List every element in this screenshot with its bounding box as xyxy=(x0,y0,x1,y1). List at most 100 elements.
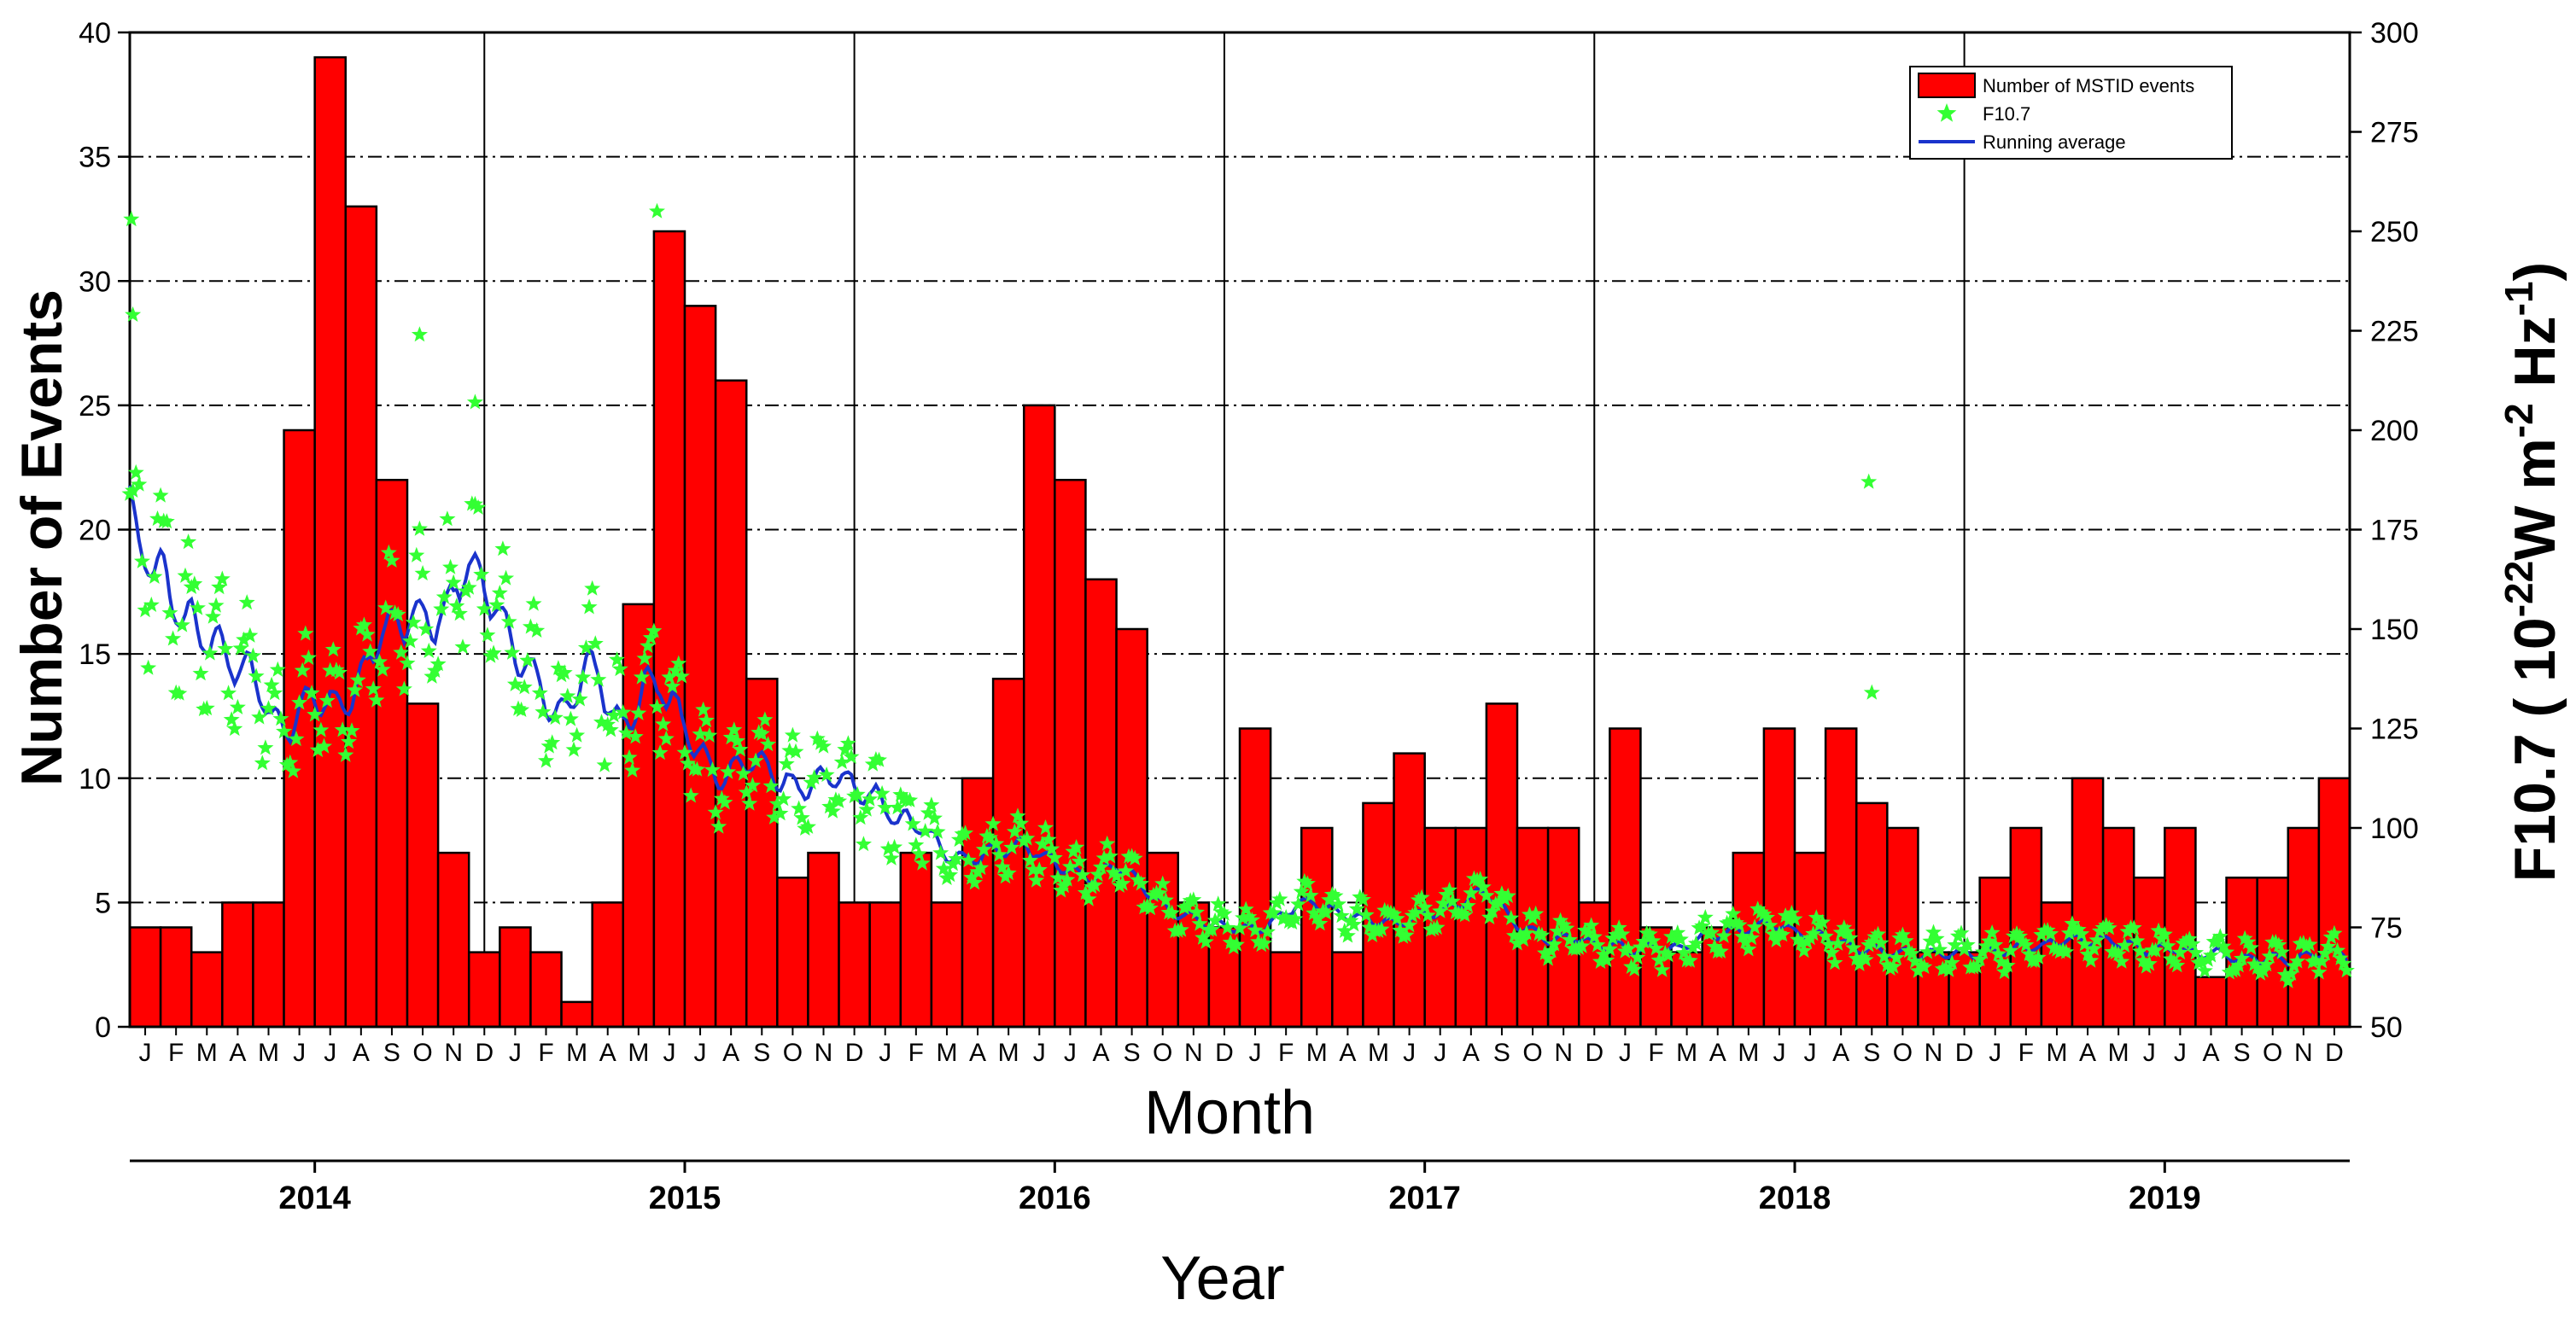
f107-point xyxy=(960,852,977,868)
f107-point xyxy=(1444,893,1461,909)
f107-point xyxy=(1151,884,1168,900)
bar xyxy=(1393,752,1426,1029)
f107-point xyxy=(1434,895,1452,911)
f107-point xyxy=(1046,849,1063,865)
legend-label-mstid: Number of MSTID events xyxy=(1983,75,2194,96)
f107-point xyxy=(1398,927,1415,943)
f107-point xyxy=(1006,823,1023,839)
month-label: F xyxy=(1648,1039,1663,1067)
month-label: S xyxy=(1493,1039,1510,1067)
bar xyxy=(930,901,964,1029)
f107-point xyxy=(1681,952,1698,968)
f107-point xyxy=(460,579,477,595)
bar xyxy=(313,55,348,1029)
f107-point xyxy=(1206,912,1224,928)
f107-point xyxy=(640,638,657,654)
month-label: J xyxy=(1064,1039,1077,1067)
month-label: D xyxy=(1585,1039,1603,1067)
f107-point xyxy=(1780,912,1797,928)
y2-tick-label: 75 xyxy=(2370,912,2403,945)
f107-point xyxy=(617,725,634,741)
f107-point xyxy=(1237,900,1254,917)
month-label: J xyxy=(1989,1039,2001,1067)
f107-point xyxy=(883,849,900,865)
f107-point xyxy=(2163,950,2180,966)
f107-point xyxy=(202,644,219,661)
f107-point xyxy=(984,815,1002,831)
f107-point xyxy=(395,680,412,696)
f107-point xyxy=(726,721,743,737)
f107-point xyxy=(1049,869,1066,885)
f107-point xyxy=(2076,935,2093,952)
month-label: S xyxy=(2234,1039,2251,1067)
month-label: A xyxy=(229,1039,246,1067)
f107-point xyxy=(420,642,437,658)
f107-point xyxy=(910,845,927,861)
f107-point xyxy=(322,662,339,678)
f107-point xyxy=(1311,915,1329,931)
f107-point xyxy=(843,748,860,764)
f107-point xyxy=(1814,913,1831,930)
f107-point xyxy=(1608,926,1625,942)
f107-point xyxy=(284,762,301,778)
f107-point xyxy=(1580,924,1597,941)
f107-point xyxy=(1987,936,2004,953)
f107-point xyxy=(877,799,894,815)
f107-point xyxy=(1854,949,1871,965)
f107-point xyxy=(649,698,665,714)
y-tick-label: 30 xyxy=(79,265,111,298)
f107-point xyxy=(1885,958,1902,974)
f107-point xyxy=(500,613,517,629)
f107-point xyxy=(1222,934,1239,950)
bar xyxy=(961,777,995,1029)
f107-point xyxy=(192,665,209,681)
f107-point xyxy=(1765,925,1782,941)
f107-point xyxy=(1499,887,1516,903)
f107-point xyxy=(1897,932,1914,948)
f107-point xyxy=(1669,924,1686,941)
f107-point xyxy=(1188,904,1205,920)
month-label: J xyxy=(139,1039,152,1067)
f107-point xyxy=(741,795,758,811)
f107-point xyxy=(1907,953,1924,969)
f107-point xyxy=(1339,927,1356,943)
f107-point xyxy=(359,626,376,642)
f107-point xyxy=(307,706,324,722)
bar xyxy=(1115,627,1148,1029)
f107-point xyxy=(593,714,610,730)
f107-point xyxy=(1857,951,1874,967)
f107-point xyxy=(1432,902,1449,918)
f107-point xyxy=(695,701,712,717)
f107-point xyxy=(248,667,265,684)
bar xyxy=(2009,826,2043,1029)
month-label: J xyxy=(1619,1039,1632,1067)
secondary-x-axis-title: Year xyxy=(1160,1244,1284,1313)
f107-point xyxy=(473,566,490,582)
bar xyxy=(714,379,748,1029)
f107-point xyxy=(2100,919,2117,935)
f107-point xyxy=(534,703,552,720)
f107-point xyxy=(2088,931,2106,947)
y2-tick-label: 50 xyxy=(2370,1011,2403,1044)
month-label: A xyxy=(1339,1039,1356,1067)
f107-point xyxy=(873,784,891,801)
f107-point xyxy=(973,860,990,876)
f107-point xyxy=(1743,930,1760,946)
month-label: S xyxy=(753,1039,770,1067)
bar xyxy=(1485,702,1519,1029)
f107-point xyxy=(559,687,576,703)
f107-point xyxy=(1077,884,1094,900)
f107-point xyxy=(963,869,980,885)
f107-point xyxy=(753,725,770,741)
f107-point xyxy=(137,602,154,618)
f107-point xyxy=(2079,946,2096,962)
f107-point xyxy=(1512,926,1529,942)
f107-point xyxy=(485,644,502,661)
f107-point xyxy=(577,639,594,656)
f107-point xyxy=(1505,927,1522,943)
f107-point xyxy=(442,558,459,574)
f107-point xyxy=(1130,871,1147,888)
f107-point xyxy=(2335,955,2352,971)
bar xyxy=(190,951,224,1029)
